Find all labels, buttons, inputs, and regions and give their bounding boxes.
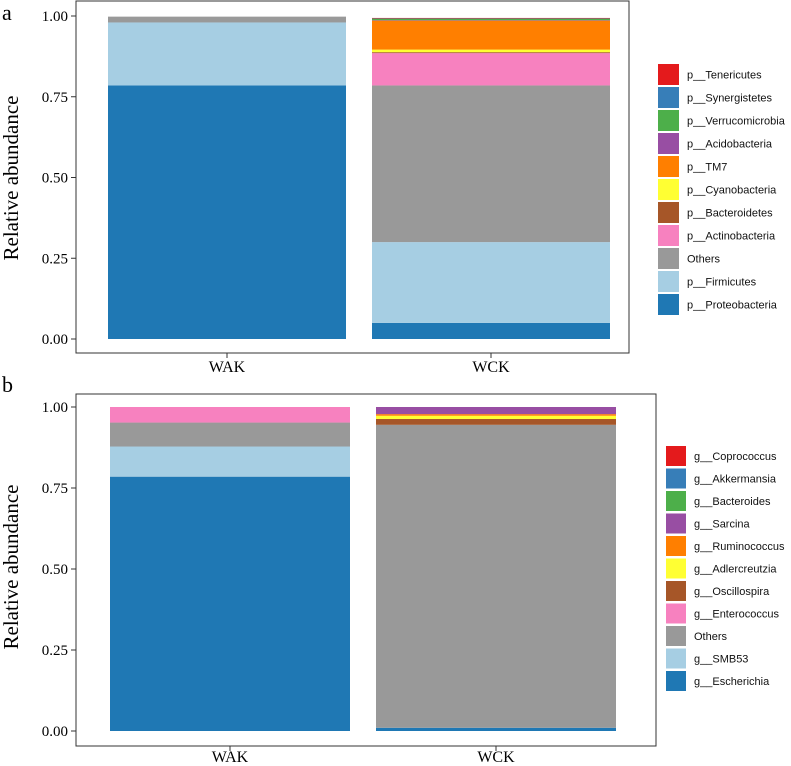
legend-swatch bbox=[666, 581, 686, 601]
bar-segment bbox=[110, 407, 350, 423]
legend-label: g__Adlercreutzia bbox=[694, 564, 777, 576]
legend-label: Others bbox=[687, 254, 721, 266]
legend-label: Others bbox=[694, 631, 728, 643]
legend-swatch bbox=[666, 671, 686, 691]
bar-segment bbox=[372, 52, 610, 54]
bar-segment bbox=[372, 53, 610, 86]
bar-segment bbox=[376, 407, 616, 415]
bar-segment bbox=[372, 322, 610, 339]
legend-label: p__Actinobacteria bbox=[687, 231, 776, 243]
legend-swatch bbox=[658, 271, 679, 292]
bar-segment bbox=[372, 18, 610, 21]
bar-segment bbox=[372, 242, 610, 323]
chart-panel-a: a Relative abundance 0.00 0.25 0.50 0.75 1.00 W… bbox=[0, 0, 786, 376]
bar-segment bbox=[376, 424, 616, 728]
panel-letter: a bbox=[2, 0, 12, 25]
legend-swatch bbox=[658, 225, 679, 246]
bar-segment bbox=[372, 49, 610, 53]
x-category-label: WCK bbox=[477, 749, 515, 766]
panel-letter: b bbox=[2, 372, 13, 397]
bar-segment bbox=[108, 85, 346, 339]
y-tick-label: 0.25 bbox=[42, 251, 68, 267]
legend-swatch bbox=[666, 558, 686, 579]
y-tick-label: 0.50 bbox=[42, 171, 68, 187]
legend-label: p__Tenericutes bbox=[687, 70, 762, 82]
plot-panel-border bbox=[75, 393, 657, 747]
legend-swatch bbox=[658, 294, 679, 315]
legend-swatch bbox=[658, 110, 679, 131]
legend-swatch bbox=[658, 156, 679, 177]
legend-label: g__SMB53 bbox=[694, 654, 748, 666]
bar-segment bbox=[376, 418, 616, 425]
bar-segment bbox=[372, 20, 610, 50]
y-axis-title: Relative abundance bbox=[0, 95, 23, 260]
legend-label: g__Ruminococcus bbox=[694, 541, 785, 553]
legend-swatch bbox=[666, 626, 686, 646]
bar-segment bbox=[376, 727, 616, 731]
y-axis-title: Relative abundance bbox=[0, 484, 23, 649]
legend-label: p__Cyanobacteria bbox=[687, 185, 777, 197]
legend-swatch bbox=[658, 202, 679, 223]
legend-swatch bbox=[666, 603, 686, 624]
y-tick-label: 1.00 bbox=[42, 9, 68, 25]
y-tick-label: 0.75 bbox=[42, 90, 68, 106]
legend-label: g__Oscillospira bbox=[694, 586, 770, 598]
bar-segment bbox=[110, 446, 350, 477]
bar-segment bbox=[372, 85, 610, 243]
legend-swatch bbox=[658, 179, 679, 200]
y-tick-label: 1.00 bbox=[42, 400, 68, 416]
y-tick-label: 0.75 bbox=[42, 481, 68, 497]
y-tick-label: 0.00 bbox=[42, 332, 68, 348]
legend-label: p__Acidobacteria bbox=[687, 139, 773, 151]
legend-label: p__Bacteroidetes bbox=[687, 208, 773, 220]
chart-panel-b: b Relative abundance 0.00 0.25 0.50 0.75 1.00 W… bbox=[0, 372, 785, 766]
legend-label: p__Verrucomicrobia bbox=[687, 116, 786, 128]
y-tick-label: 0.00 bbox=[42, 724, 68, 740]
bar-segment bbox=[376, 415, 616, 419]
x-category-label: WAK bbox=[209, 359, 246, 376]
legend-label: p__TM7 bbox=[687, 162, 727, 174]
legend-swatch bbox=[658, 133, 679, 154]
legend-label: p__Firmicutes bbox=[687, 277, 757, 289]
legend-swatch bbox=[666, 648, 686, 669]
legend-label: p__Synergistetes bbox=[687, 93, 772, 105]
bar-segment bbox=[110, 422, 350, 447]
legend-label: p__Proteobacteria bbox=[687, 300, 778, 312]
legend-swatch bbox=[666, 536, 686, 556]
bar-segment bbox=[108, 22, 346, 86]
legend-label: g__Bacteroides bbox=[694, 496, 771, 508]
bar-segment bbox=[372, 17, 610, 19]
bar-segment bbox=[110, 476, 350, 731]
y-tick-label: 0.50 bbox=[42, 562, 68, 578]
legend-swatch bbox=[658, 87, 679, 108]
legend-swatch bbox=[666, 513, 686, 534]
legend-label: g__Sarcina bbox=[694, 519, 751, 531]
legend-swatch bbox=[658, 64, 679, 85]
x-category-label: WCK bbox=[472, 359, 510, 376]
bar-segment bbox=[376, 414, 616, 416]
legend-swatch bbox=[666, 446, 686, 466]
legend-label: g__Akkermansia bbox=[694, 474, 777, 486]
legend-swatch bbox=[666, 491, 686, 511]
legend-label: g__Escherichia bbox=[694, 676, 770, 688]
bar-segment bbox=[108, 16, 346, 23]
legend-swatch bbox=[666, 468, 686, 489]
y-tick-label: 0.25 bbox=[42, 643, 68, 659]
bar-segment bbox=[372, 20, 610, 21]
x-category-label: WAK bbox=[212, 749, 249, 766]
legend-label: g__Coprococcus bbox=[694, 451, 777, 463]
legend-label: g__Enterococcus bbox=[694, 609, 779, 621]
bar-segment bbox=[372, 18, 610, 19]
legend-swatch bbox=[658, 248, 679, 269]
